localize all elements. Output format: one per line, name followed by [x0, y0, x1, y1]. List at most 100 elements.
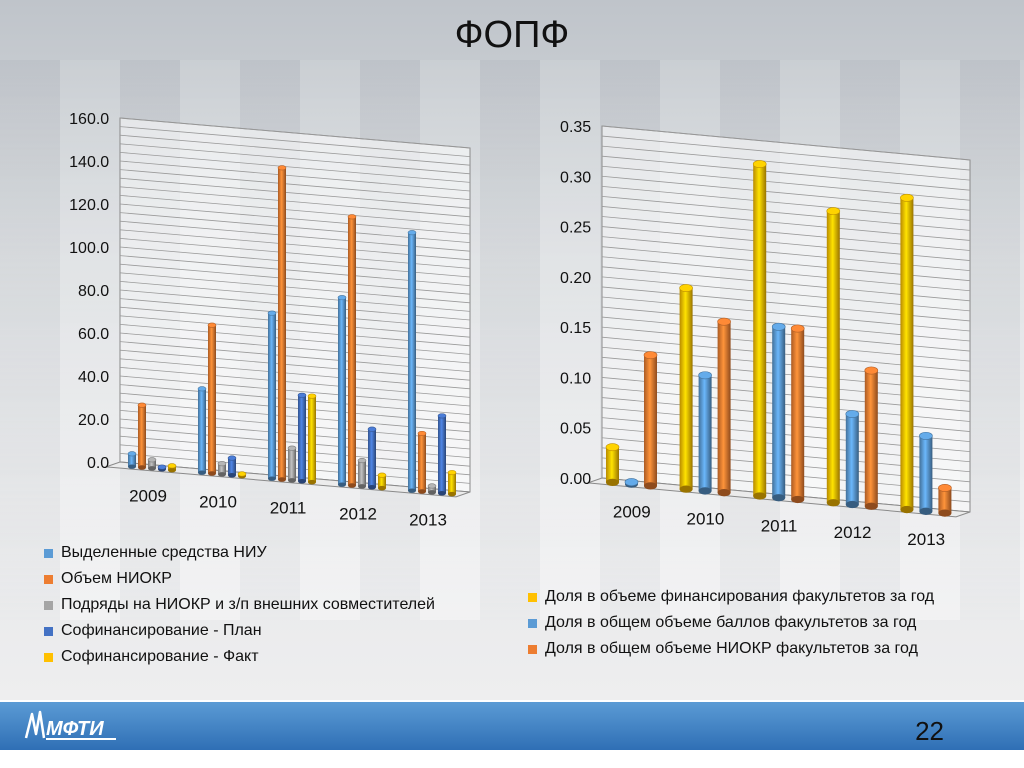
- legend-item: Объем НИОКР: [44, 566, 435, 592]
- legend-label: Выделенные средства НИУ: [61, 544, 267, 561]
- legend-swatch: [528, 618, 537, 628]
- x-tick-label: 2012: [339, 504, 377, 523]
- gridline: [119, 126, 471, 157]
- y-tick-label: 140.0: [69, 154, 109, 171]
- y-tick-label: 0.15: [560, 320, 591, 337]
- bar-1-4: [237, 471, 247, 479]
- bar-0-1: [624, 478, 639, 488]
- bar-0-1: [137, 402, 147, 470]
- legend-item: Доля в общем объеме НИОКР факультетов за…: [528, 636, 934, 662]
- y-tick-label: 100.0: [69, 240, 109, 257]
- y-tick-label: 0.00: [560, 471, 591, 488]
- bar-3-2: [357, 458, 367, 489]
- x-tick-label: 2013: [907, 530, 945, 549]
- logo-text: МФТИ: [46, 718, 104, 740]
- bar-4-1: [417, 430, 427, 494]
- bar-1-1: [698, 371, 712, 495]
- y-tick-label: 0.20: [560, 270, 591, 287]
- bar-3-1: [845, 410, 860, 509]
- legend-item: Софинансирование - Факт: [44, 644, 435, 670]
- legend-label: Объем НИОКР: [61, 570, 172, 587]
- bar-2-0: [267, 310, 277, 481]
- bar-3-2: [864, 366, 879, 510]
- bar-2-3: [297, 392, 307, 484]
- bar-4-4: [447, 470, 457, 497]
- y-tick-label: 40.0: [78, 369, 109, 386]
- legend-label: Доля в объеме финансирования факультетов…: [545, 588, 935, 605]
- bar-0-0: [605, 443, 620, 487]
- right-chart-legend: Доля в объеме финансирования факультетов…: [528, 584, 934, 662]
- gridline: [119, 186, 471, 218]
- bar-4-2: [427, 483, 437, 495]
- x-tick-label: 2011: [761, 516, 798, 535]
- x-tick-label: 2009: [129, 486, 167, 505]
- y-tick-label: 0.35: [560, 119, 591, 136]
- gridline: [119, 117, 471, 149]
- bar-2-2: [790, 324, 805, 504]
- legend-item: Доля в объеме финансирования факультетов…: [528, 584, 934, 610]
- left-bar-chart: 0.0 20.0 40.0 60.0 80.0 100.0 120.0 140.0 160.0 2…: [20, 100, 500, 550]
- gridline: [119, 195, 471, 226]
- x-tick-label: 2010: [199, 492, 237, 511]
- gridline: [601, 135, 971, 171]
- bar-2-4: [307, 393, 317, 485]
- gridline: [119, 134, 471, 166]
- bar-1-2: [217, 461, 227, 477]
- bar-1-0: [197, 386, 207, 475]
- y-tick-label: 160.0: [69, 111, 109, 128]
- legend-item: Софинансирование - План: [44, 618, 435, 644]
- left-chart-legend: Выделенные средства НИУ Объем НИОКР Подряд…: [44, 540, 435, 670]
- y-tick-label: 0.05: [560, 421, 591, 438]
- legend-swatch: [528, 592, 537, 602]
- bar-4-0: [407, 230, 417, 493]
- gridline: [119, 169, 471, 200]
- gridline: [119, 143, 471, 175]
- legend-label: Подряды на НИОКР и з/п внешних совместит…: [61, 596, 435, 613]
- slide-title: ФОПФ: [454, 14, 570, 56]
- bar-1-1: [207, 322, 217, 476]
- x-tick-label: 2011: [270, 498, 307, 517]
- bar-2-2: [287, 445, 297, 483]
- y-tick-label: 0.0: [87, 455, 109, 472]
- gridline: [119, 177, 471, 209]
- right-bar-chart: 0.00 0.05 0.10 0.15 0.20 0.25 0.30 0.35 2009 2010…: [520, 100, 1010, 570]
- y-tick-label: 0.10: [560, 370, 591, 387]
- legend-label: Доля в общем объеме НИОКР факультетов за…: [545, 640, 918, 657]
- y-tick-label: 60.0: [78, 326, 109, 343]
- bar-3-0: [826, 207, 841, 507]
- bar-4-3: [437, 413, 447, 496]
- bar-4-1: [919, 431, 933, 515]
- gridline: [119, 203, 471, 235]
- bar-3-0: [337, 295, 347, 487]
- legend-swatch: [44, 652, 53, 662]
- bar-3-3: [367, 426, 377, 490]
- y-tick-label: 120.0: [69, 197, 109, 214]
- mipt-logo: МФТИ: [22, 708, 122, 744]
- bar-1-2: [717, 317, 731, 497]
- x-tick-label: 2010: [686, 509, 724, 528]
- legend-label: Доля в общем объеме баллов факультетов з…: [545, 614, 917, 631]
- bar-2-0: [752, 160, 767, 500]
- bar-0-4: [167, 463, 177, 473]
- y-tick-label: 0.30: [560, 169, 591, 186]
- legend-swatch: [528, 644, 537, 654]
- legend-swatch: [44, 574, 53, 584]
- gridline: [119, 160, 471, 192]
- legend-swatch: [44, 600, 53, 610]
- page-number: 22: [915, 716, 944, 746]
- bar-2-1: [277, 165, 287, 482]
- bar-1-0: [679, 284, 693, 493]
- legend-label: Софинансирование - Факт: [61, 648, 259, 665]
- legend-swatch: [44, 626, 53, 636]
- gridline: [601, 125, 971, 161]
- bar-0-3: [157, 464, 167, 472]
- bar-4-0: [900, 193, 914, 514]
- gridline: [119, 152, 471, 183]
- legend-label: Софинансирование - План: [61, 622, 262, 639]
- y-tick-label: 80.0: [78, 283, 109, 300]
- bar-2-1: [771, 322, 786, 502]
- bar-4-2: [938, 483, 952, 517]
- x-tick-label: 2009: [613, 503, 651, 522]
- bar-3-1: [347, 214, 357, 488]
- x-tick-label: 2013: [409, 510, 447, 529]
